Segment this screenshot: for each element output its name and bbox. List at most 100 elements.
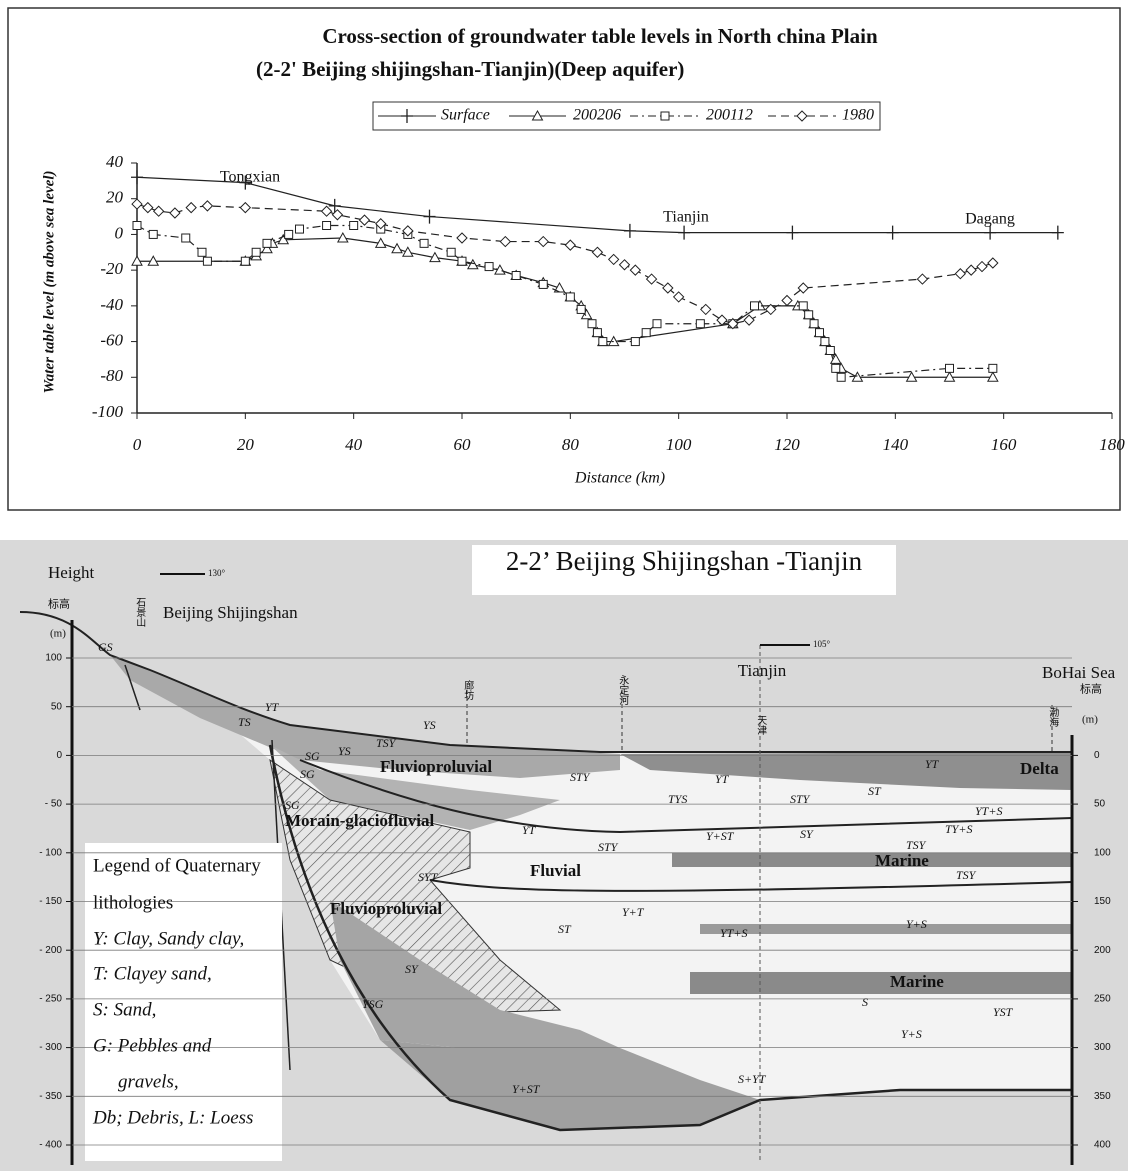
y-tick-label: 40 [106,152,124,171]
lithology-label: SG [305,749,320,763]
depth-tick-label: 0 [56,750,62,761]
legend-text: gravels, [118,1071,179,1092]
depth-tick-label: 100 [45,653,62,664]
depth-tick-label: 200 [1094,945,1111,956]
lithology-label: TSY [956,868,977,882]
y-tick-label: 20 [106,188,124,207]
section-title: 2-2’ Beijing Shijingshan -Tianjin [506,546,863,576]
marker [485,263,493,271]
layer-label: Marine [875,851,929,870]
place-label-cn: 渤海 [1047,706,1059,728]
marker [323,222,331,230]
lithology-label: YT [925,757,940,771]
lithology-label: TSY [906,838,927,852]
unit-label: 标高 [1080,682,1102,696]
legend-label: 200206 [573,107,621,124]
bearing-label: 130° [208,568,226,578]
marker [946,364,954,372]
x-tick-label: 180 [1099,435,1125,454]
lithology-label: TYS [668,792,687,806]
marker [263,239,271,247]
marker [350,222,358,230]
depth-tick-label: 50 [1094,799,1106,810]
marker [837,373,845,381]
lithology-label: SG [300,767,315,781]
x-tick-label: 60 [454,435,472,454]
annotation: Tianjin [663,209,709,226]
legend-label: 200112 [706,107,753,124]
annotation: Dagang [965,211,1015,228]
marker [182,234,190,242]
lithology-label: STY [790,792,811,806]
legend-text: Y: Clay, Sandy clay, [93,928,244,949]
lithology-label: SG [285,798,300,812]
marker [593,329,601,337]
depth-tick-label: 0 [1094,750,1100,761]
x-tick-label: 160 [991,435,1017,454]
unit-label: (m) [50,628,66,640]
legend-label: Surface [441,107,490,124]
layer-label: Marine [890,972,944,991]
layer-label: Fluvioproluvial [330,899,442,918]
x-tick-label: 0 [133,435,142,454]
layer-label: Delta [1020,759,1059,778]
depth-tick-label: 150 [1094,896,1111,907]
place-label-cn: 廊坊 [462,679,474,701]
x-axis-title: Distance (km) [574,470,665,487]
lithology-label: YT+S [720,926,747,940]
depth-tick-label: - 400 [39,1140,62,1151]
place-label: Tianjin [738,661,787,680]
unit-label: (m) [1082,714,1098,726]
height-label: Height [48,563,95,582]
marker [832,364,840,372]
marker [149,230,157,238]
marker [588,320,596,328]
lithology-label: TSY [376,736,397,750]
lithology-label: Y+S [901,1027,922,1041]
lithology-label: YSG [362,997,384,1011]
lithology-label: Y+T [622,905,645,919]
marker [810,320,818,328]
lithology-label: S [862,995,868,1009]
figure: Cross-section of groundwater table level… [0,0,1128,1171]
lithology-label: YT [522,823,537,837]
marker [296,225,304,233]
marker [989,364,997,372]
depth-tick-label: - 50 [45,799,63,810]
layer-label: Morain-glaciofluvial [285,811,434,830]
marker [599,338,607,346]
x-tick-label: 140 [883,435,909,454]
unit-label: 标高 [48,597,70,611]
y-tick-label: -20 [100,259,123,278]
depth-tick-label: - 300 [39,1042,62,1053]
marker [512,272,520,280]
marine-band [690,972,1072,994]
lithology-label: YT [265,700,280,714]
x-tick-label: 120 [774,435,800,454]
page: Cross-section of groundwater table level… [0,0,1128,1171]
lithology-label: ST [868,784,882,798]
legend-text: Db; Debris, L: Loess [92,1107,253,1128]
lithology-label: SY [800,827,814,841]
marker [447,248,455,256]
marker [799,302,807,310]
marker [252,248,260,256]
lithology-label: Y+ST [512,1082,541,1096]
depth-tick-label: 250 [1094,994,1111,1005]
depth-tick-label: - 100 [39,847,62,858]
marker [751,302,759,310]
lithology-label: TS [238,715,251,729]
marker [826,347,834,355]
marker [566,293,574,301]
legend-text: S: Sand, [93,999,156,1020]
lithology-label: YT+S [975,804,1002,818]
marine-band [672,853,1072,867]
place-label: BoHai Sea [1042,663,1116,682]
lithology-label: Y+S [906,917,927,931]
marker [816,329,824,337]
lithology-label: TY+S [945,822,972,836]
marker [821,338,829,346]
x-tick-label: 100 [666,435,692,454]
lithology-label: S+YT [738,1072,767,1086]
lithology-label: SY [405,962,419,976]
